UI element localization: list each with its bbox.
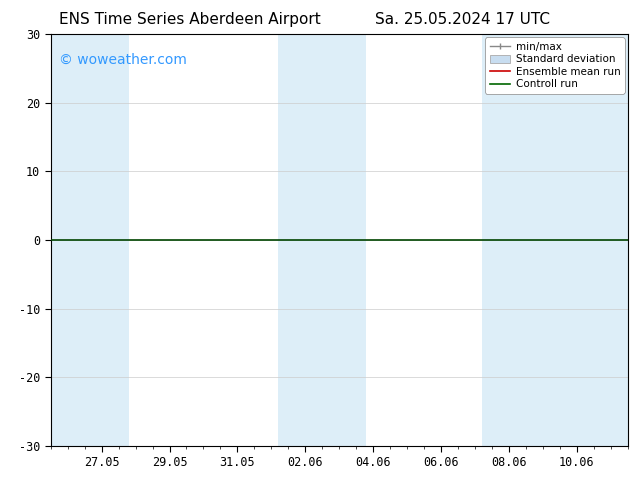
Text: ENS Time Series Aberdeen Airport: ENS Time Series Aberdeen Airport [60,12,321,27]
Legend: min/max, Standard deviation, Ensemble mean run, Controll run: min/max, Standard deviation, Ensemble me… [486,37,624,94]
Text: Sa. 25.05.2024 17 UTC: Sa. 25.05.2024 17 UTC [375,12,550,27]
Text: © woweather.com: © woweather.com [60,53,187,67]
Bar [482,34,628,446]
Bar [278,34,366,446]
Bar [51,34,129,446]
